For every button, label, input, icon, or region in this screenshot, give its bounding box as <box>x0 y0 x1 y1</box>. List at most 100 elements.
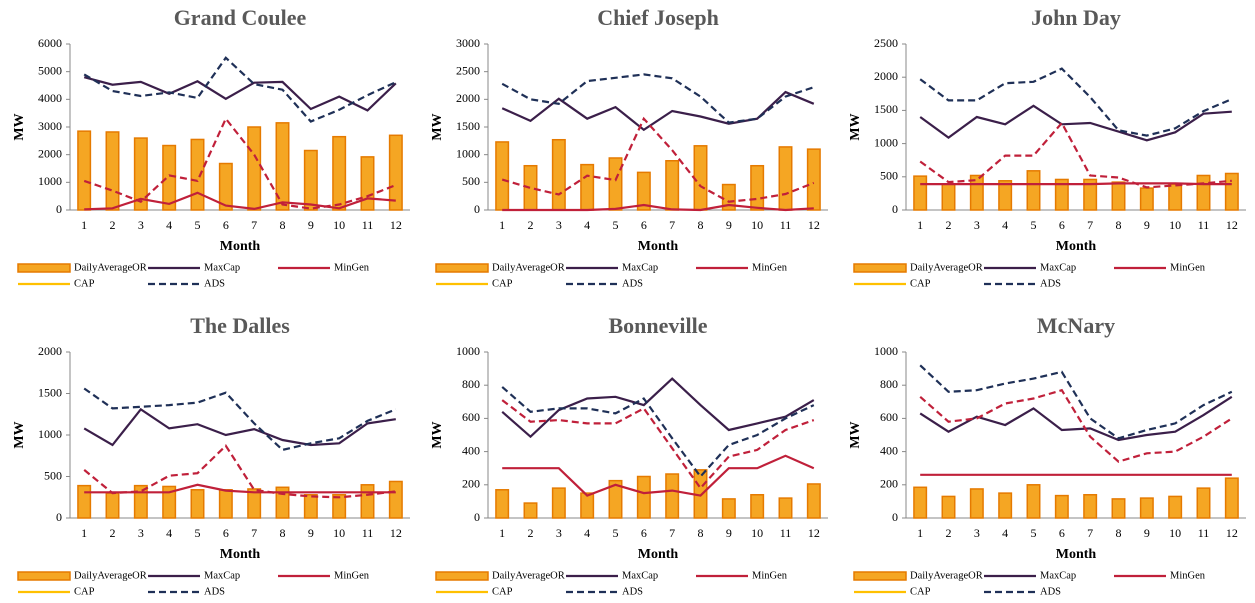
x-tick-label: 7 <box>1087 526 1093 540</box>
legend-swatch <box>853 571 907 581</box>
x-tick-label: 12 <box>1226 526 1238 540</box>
x-tick-label: 3 <box>974 526 980 540</box>
x-tick-label: 4 <box>584 218 590 232</box>
x-tick-label: 11 <box>780 526 792 540</box>
x-axis-title: Month <box>638 547 679 562</box>
bar <box>303 149 318 211</box>
bar <box>551 138 566 211</box>
x-tick-label: 10 <box>1169 218 1181 232</box>
x-tick-label: 4 <box>166 218 172 232</box>
legend-label: CAP <box>74 278 95 289</box>
bar <box>105 131 120 211</box>
bar <box>1111 181 1126 211</box>
bar <box>162 485 177 519</box>
chart-title: McNary <box>1037 313 1115 338</box>
legend-swatch <box>17 571 71 581</box>
bar <box>1168 495 1183 519</box>
x-tick-label: 4 <box>584 526 590 540</box>
dashed-line <box>919 364 1233 440</box>
y-tick-label: 5000 <box>38 63 62 77</box>
y-tick-label: 600 <box>880 410 898 424</box>
legend-label: MinGen <box>752 570 788 581</box>
legend-label: CAP <box>492 586 513 597</box>
bar <box>941 495 956 519</box>
line <box>501 377 815 439</box>
bar <box>523 502 538 519</box>
y-tick-label: 200 <box>462 477 480 491</box>
bar <box>636 171 651 211</box>
y-tick-label: 1000 <box>38 427 62 441</box>
dashed-line <box>83 387 397 452</box>
bar <box>778 497 793 519</box>
legend-label: MaxCap <box>204 262 240 273</box>
legend-label: DailyAverageOR <box>74 262 147 273</box>
line <box>502 203 814 212</box>
x-axis-title: Month <box>220 547 261 562</box>
x-tick-label: 5 <box>1031 526 1037 540</box>
x-tick-label: 8 <box>1116 218 1122 232</box>
y-tick-label: 500 <box>462 174 480 188</box>
bar <box>303 494 318 519</box>
bar <box>1224 172 1239 211</box>
bar <box>388 134 403 211</box>
legend-label: MaxCap <box>622 570 658 581</box>
dashed-line <box>919 67 1233 137</box>
line <box>501 90 815 132</box>
x-tick-label: 7 <box>251 526 257 540</box>
x-tick-label: 1 <box>499 526 505 540</box>
y-tick-label: 0 <box>892 510 898 524</box>
x-tick-label: 4 <box>1002 218 1008 232</box>
y-tick-label: 1000 <box>874 135 898 149</box>
bar <box>636 475 651 519</box>
y-tick-label: 400 <box>880 443 898 457</box>
bar <box>1026 484 1041 519</box>
bar <box>580 163 595 211</box>
x-tick-label: 3 <box>556 526 562 540</box>
legend-label: ADS <box>622 586 643 597</box>
bar <box>665 473 680 519</box>
chart-title: Grand Coulee <box>174 5 307 30</box>
bar <box>218 162 233 211</box>
legend-label: MinGen <box>1170 262 1206 273</box>
x-tick-label: 6 <box>1059 526 1065 540</box>
x-tick-label: 9 <box>726 526 732 540</box>
dashed-line <box>501 73 815 124</box>
x-tick-label: 2 <box>110 526 116 540</box>
dashed-line <box>501 386 815 479</box>
bar <box>105 492 120 519</box>
bar <box>360 156 375 211</box>
x-axis-title: Month <box>638 239 679 254</box>
x-tick-label: 3 <box>556 218 562 232</box>
bar <box>1139 497 1154 519</box>
y-tick-label: 2500 <box>874 36 898 50</box>
x-tick-label: 9 <box>1144 526 1150 540</box>
legend-label: CAP <box>910 278 931 289</box>
bar <box>580 492 595 519</box>
y-tick-label: 0 <box>892 202 898 216</box>
x-tick-label: 2 <box>528 218 534 232</box>
x-tick-label: 2 <box>946 218 952 232</box>
legend-label: ADS <box>1040 278 1061 289</box>
x-tick-label: 7 <box>1087 218 1093 232</box>
x-tick-label: 3 <box>138 526 144 540</box>
legend-label: ADS <box>204 586 225 597</box>
y-tick-label: 200 <box>880 477 898 491</box>
x-axis-title: Month <box>220 239 261 254</box>
bar <box>495 489 510 519</box>
x-tick-label: 1 <box>917 526 923 540</box>
x-tick-label: 11 <box>1198 218 1210 232</box>
y-tick-label: 0 <box>474 202 480 216</box>
legend-label: DailyAverageOR <box>492 570 565 581</box>
x-tick-label: 8 <box>280 218 286 232</box>
x-tick-label: 4 <box>166 526 172 540</box>
y-tick-label: 2000 <box>38 344 62 358</box>
legend-swatch <box>435 571 489 581</box>
x-tick-label: 10 <box>751 218 763 232</box>
y-tick-label: 3000 <box>456 36 480 50</box>
x-tick-label: 2 <box>946 526 952 540</box>
x-tick-label: 10 <box>751 526 763 540</box>
y-tick-label: 800 <box>462 377 480 391</box>
bar <box>806 483 821 519</box>
y-tick-label: 1500 <box>874 102 898 116</box>
y-tick-label: 600 <box>462 410 480 424</box>
